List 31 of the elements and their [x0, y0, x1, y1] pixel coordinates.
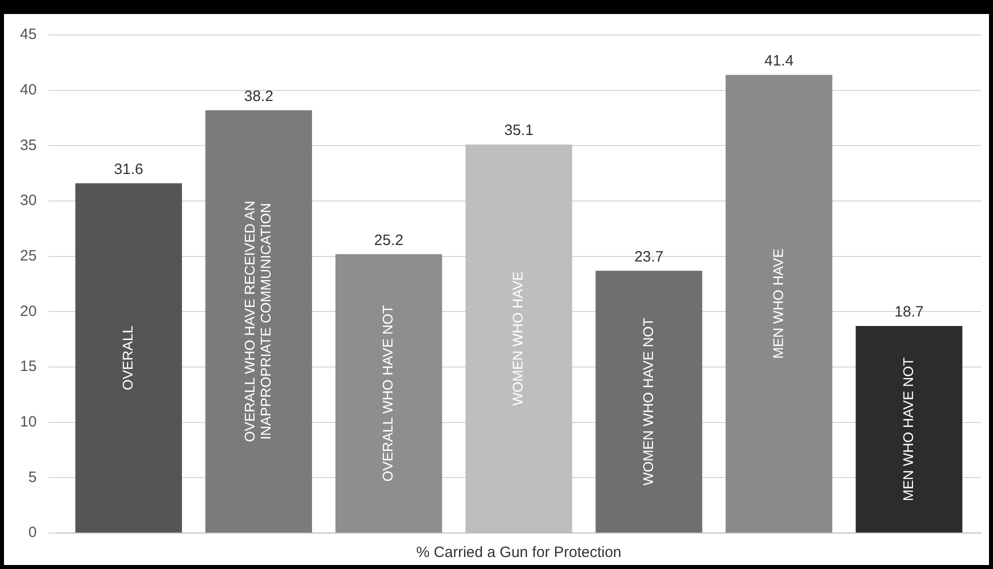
y-tick-label: 10 — [20, 413, 37, 430]
bar — [856, 326, 962, 532]
y-tick-label: 40 — [20, 81, 37, 98]
y-tick-label: 0 — [28, 524, 37, 542]
series-label: WOMEN WHO HAVE — [510, 271, 526, 406]
data-label: 31.6 — [114, 160, 144, 178]
y-tick-label: 45 — [20, 26, 37, 44]
series-label: WOMEN WHO HAVE NOT — [640, 317, 656, 486]
y-tick-label: 20 — [20, 302, 37, 320]
bar — [205, 110, 312, 532]
data-label: 38.2 — [244, 88, 274, 105]
series-label: MEN WHO HAVE NOT — [900, 357, 916, 502]
data-label: 25.2 — [374, 232, 404, 249]
y-tick-label: 25 — [20, 247, 37, 264]
bar — [335, 254, 442, 532]
data-label: 18.7 — [894, 304, 924, 321]
y-tick-label: 15 — [20, 358, 37, 376]
data-label: 23.7 — [634, 248, 664, 266]
data-label: 35.1 — [504, 122, 534, 140]
series-label: OVERALL — [120, 325, 136, 390]
x-tick-label: % Carried a Gun for Protection — [416, 544, 622, 562]
data-label: 41.4 — [764, 52, 794, 70]
bar — [596, 270, 702, 532]
series-label: OVERALL WHO HAVE NOT — [380, 304, 396, 482]
bar — [75, 183, 182, 532]
bar — [726, 74, 832, 532]
series-label: MEN WHO HAVE — [770, 248, 786, 359]
y-tick-label: 5 — [28, 468, 37, 486]
series-label: OVERALL WHO HAVE RECEIVED AN INAPPROPRIATE COMMUNICATION — [242, 200, 274, 442]
y-tick-label: 35 — [20, 136, 37, 154]
y-tick-label: 30 — [20, 192, 37, 210]
